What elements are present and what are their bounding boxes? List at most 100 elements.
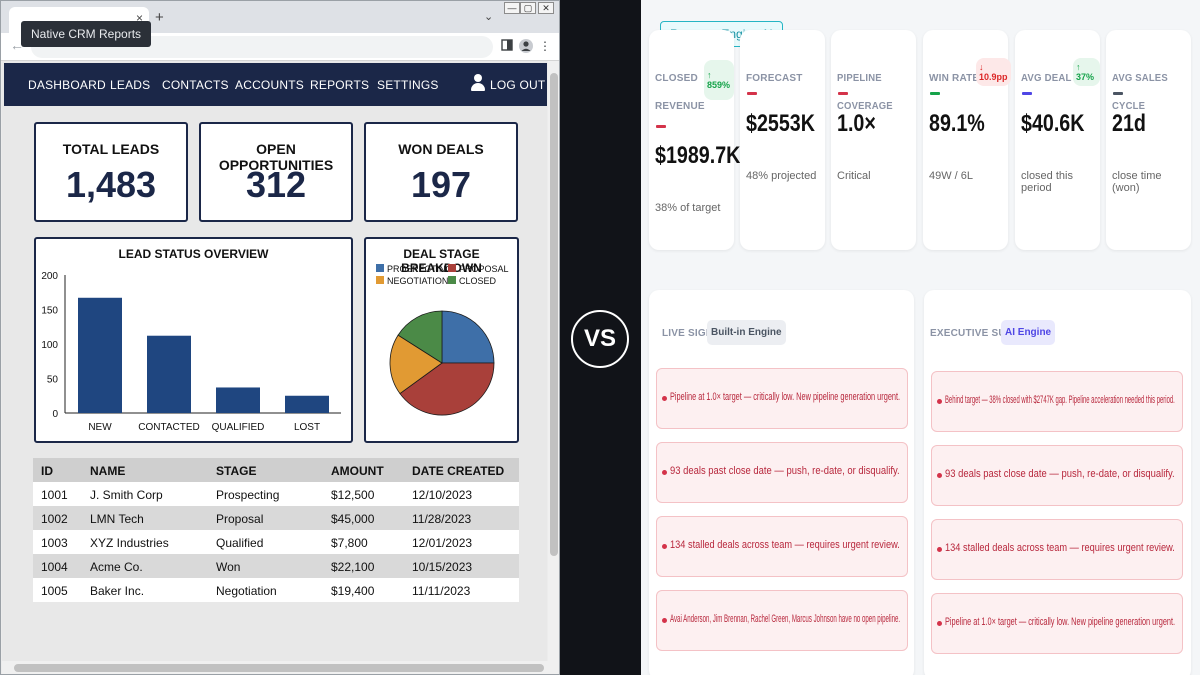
- table-cell: Prospecting: [216, 488, 280, 502]
- crm-nav-bar: DASHBOARD LEADS CONTACTS ACCOUNTS REPORT…: [4, 63, 547, 106]
- metric-label-line: REVENUE: [655, 101, 705, 112]
- crm-page: DASHBOARD LEADS CONTACTS ACCOUNTS REPORT…: [2, 61, 547, 661]
- table-row[interactable]: 1005 Baker Inc. Negotiation $19,400 11/11/20…: [33, 578, 519, 602]
- browser-window: × + ⌄ — ▢ ✕ ← ⋮ Native CRM Reports DASHB…: [0, 0, 560, 675]
- kpi-label: TOTAL LEADS: [62, 141, 160, 157]
- table-header-cell: NAME: [90, 464, 126, 478]
- nav-contacts[interactable]: CONTACTS: [162, 78, 229, 92]
- alert-text: Pipeline at 1.0× target — critically low…: [670, 391, 901, 403]
- back-arrow-icon[interactable]: ←: [10, 37, 24, 53]
- metric-indicator: [838, 92, 848, 95]
- window-close-button[interactable]: ✕: [538, 2, 554, 14]
- alert-item[interactable]: 134 stalled deals across team — requires…: [931, 519, 1183, 580]
- new-tab-button[interactable]: +: [155, 9, 164, 26]
- metric-value: 1.0×: [837, 110, 876, 137]
- legend-label: CLOSED: [459, 276, 497, 286]
- tab-search-chevron-icon[interactable]: ⌄: [484, 11, 494, 23]
- logout-link[interactable]: LOG OUT: [490, 78, 546, 92]
- x-category-label: QUALIFIED: [212, 422, 265, 433]
- alert-dot-icon: [662, 470, 667, 475]
- user-icon: [470, 74, 486, 92]
- kpi-label: OPEN OPPORTUNITIES: [218, 141, 334, 173]
- deal-stage-panel: DEAL STAGE BREAKDOWN PROSPECTING PROPOSAL…: [364, 237, 519, 443]
- vs-badge: VS: [571, 310, 629, 368]
- kpi-value: 1,483: [65, 164, 157, 205]
- table-cell: $12,500: [331, 488, 375, 502]
- lead-status-title: LEAD STATUS OVERVIEW: [118, 247, 269, 261]
- metric-card: AVG SALES CYCLE 21d close time (won): [1106, 30, 1191, 250]
- minimize-button[interactable]: —: [504, 2, 520, 14]
- table-row[interactable]: 1004 Acme Co. Won $22,100 10/15/2023: [33, 554, 519, 578]
- table-row[interactable]: 1003 XYZ Industries Qualified $7,800 12/01/2…: [33, 530, 519, 554]
- alert-item[interactable]: Pipeline at 1.0× target — critically low…: [931, 593, 1183, 654]
- alert-item[interactable]: Avai Anderson, Jim Brennan, Rachel Green…: [656, 590, 908, 651]
- nav-leads[interactable]: LEADS: [110, 78, 151, 92]
- ai-engine-tag: AI Engine: [1001, 320, 1056, 345]
- alert-item[interactable]: 134 stalled deals across team — requires…: [656, 516, 908, 577]
- metric-card: FORECAST $2553K 48% projected: [740, 30, 825, 250]
- metric-label-line: FORECAST: [746, 73, 803, 84]
- y-tick-label: 50: [47, 375, 59, 386]
- deal-stage-title: DEAL STAGE BREAKDOWN: [401, 247, 482, 275]
- legend-swatch: [376, 276, 384, 284]
- kpi-value: 312: [245, 164, 307, 205]
- kpi-total-leads: TOTAL LEADS 1,483: [34, 122, 188, 222]
- kpi-value: 197: [410, 164, 472, 205]
- alert-item[interactable]: Behind target — 38% closed with $2747K g…: [931, 371, 1183, 432]
- kpi-won-deals: WON DEALS 197: [364, 122, 518, 222]
- table-cell: 1005: [41, 584, 68, 598]
- metric-label-line: AVG DEAL SIZE: [1021, 73, 1097, 84]
- x-category-label: NEW: [88, 422, 112, 433]
- executive-summary-title: EXECUTIVE SUMMARY: [930, 328, 1045, 339]
- metric-trend-badge: ↓ 10.9pp: [976, 58, 1011, 86]
- table-cell: XYZ Industries: [90, 536, 169, 550]
- metric-subtext: Critical: [837, 170, 871, 182]
- alert-item[interactable]: 93 deals past close date — push, re-date…: [931, 445, 1183, 506]
- built-in-engine-tag: Built-in Engine: [707, 320, 786, 345]
- y-tick-label: 100: [41, 340, 58, 351]
- nav-accounts[interactable]: ACCOUNTS: [235, 78, 304, 92]
- pie-slice-closed: [397, 310, 443, 364]
- deals-table: ID NAME STAGE AMOUNT DATE CREATED 1001 J. Smit…: [33, 458, 519, 602]
- alert-dot-icon: [937, 399, 942, 404]
- alert-item[interactable]: Pipeline at 1.0× target — critically low…: [656, 368, 908, 429]
- metric-value: $2553K: [746, 110, 815, 137]
- table-row[interactable]: 1002 LMN Tech Proposal $45,000 11/28/2023: [33, 506, 519, 530]
- kpi-label: WON DEALS: [398, 141, 484, 157]
- metric-label: FORECAST: [746, 65, 803, 93]
- table-cell: $19,400: [331, 584, 375, 598]
- nav-dashboard[interactable]: DASHBOARD: [28, 78, 106, 92]
- alert-item[interactable]: 93 deals past close date — push, re-date…: [656, 442, 908, 503]
- table-cell: Negotiation: [216, 584, 277, 598]
- more-menu-icon[interactable]: ⋮: [539, 39, 551, 53]
- pie-slice-negotiation: [389, 334, 443, 395]
- metric-card: CLOSED REVENUE ↑ 859% $1989.7K 38% of target: [649, 30, 740, 250]
- maximize-button[interactable]: ▢: [520, 2, 536, 14]
- table-row[interactable]: 1001 J. Smith Corp Prospecting $12,500 12/10…: [33, 482, 519, 506]
- y-tick-label: 0: [52, 409, 58, 420]
- nav-settings[interactable]: SETTINGS: [377, 78, 439, 92]
- bar-new: [78, 297, 122, 413]
- alert-text: 134 stalled deals across team — requires…: [945, 542, 1175, 554]
- horizontal-scrollbar[interactable]: [2, 661, 559, 674]
- table-header-cell: ID: [41, 464, 53, 478]
- metric-label: CLOSED REVENUE: [655, 65, 705, 121]
- vertical-scroll-thumb[interactable]: [550, 73, 558, 556]
- kpi-open-opportunities: OPEN OPPORTUNITIES 312: [199, 122, 353, 222]
- table-cell: Acme Co.: [90, 560, 143, 574]
- horizontal-scroll-thumb[interactable]: [14, 664, 544, 672]
- legend-label: PROPOSAL: [459, 264, 509, 274]
- metric-value: $40.6K: [1021, 110, 1085, 137]
- vertical-scrollbar[interactable]: [548, 61, 559, 661]
- table-cell: Proposal: [216, 512, 264, 526]
- profile-avatar-icon[interactable]: [519, 39, 533, 53]
- table-header-cell: AMOUNT: [331, 464, 384, 478]
- tooltip-native-crm: Native CRM Reports: [21, 21, 152, 47]
- alert-text: Pipeline at 1.0× target — critically low…: [945, 616, 1176, 628]
- close-icon[interactable]: ×: [135, 11, 143, 25]
- metric-label-line: WIN RATE: [929, 73, 980, 84]
- nav-reports[interactable]: REPORTS: [310, 78, 370, 92]
- metric-value: $1989.7K: [655, 142, 741, 169]
- side-panel-icon[interactable]: [500, 39, 514, 53]
